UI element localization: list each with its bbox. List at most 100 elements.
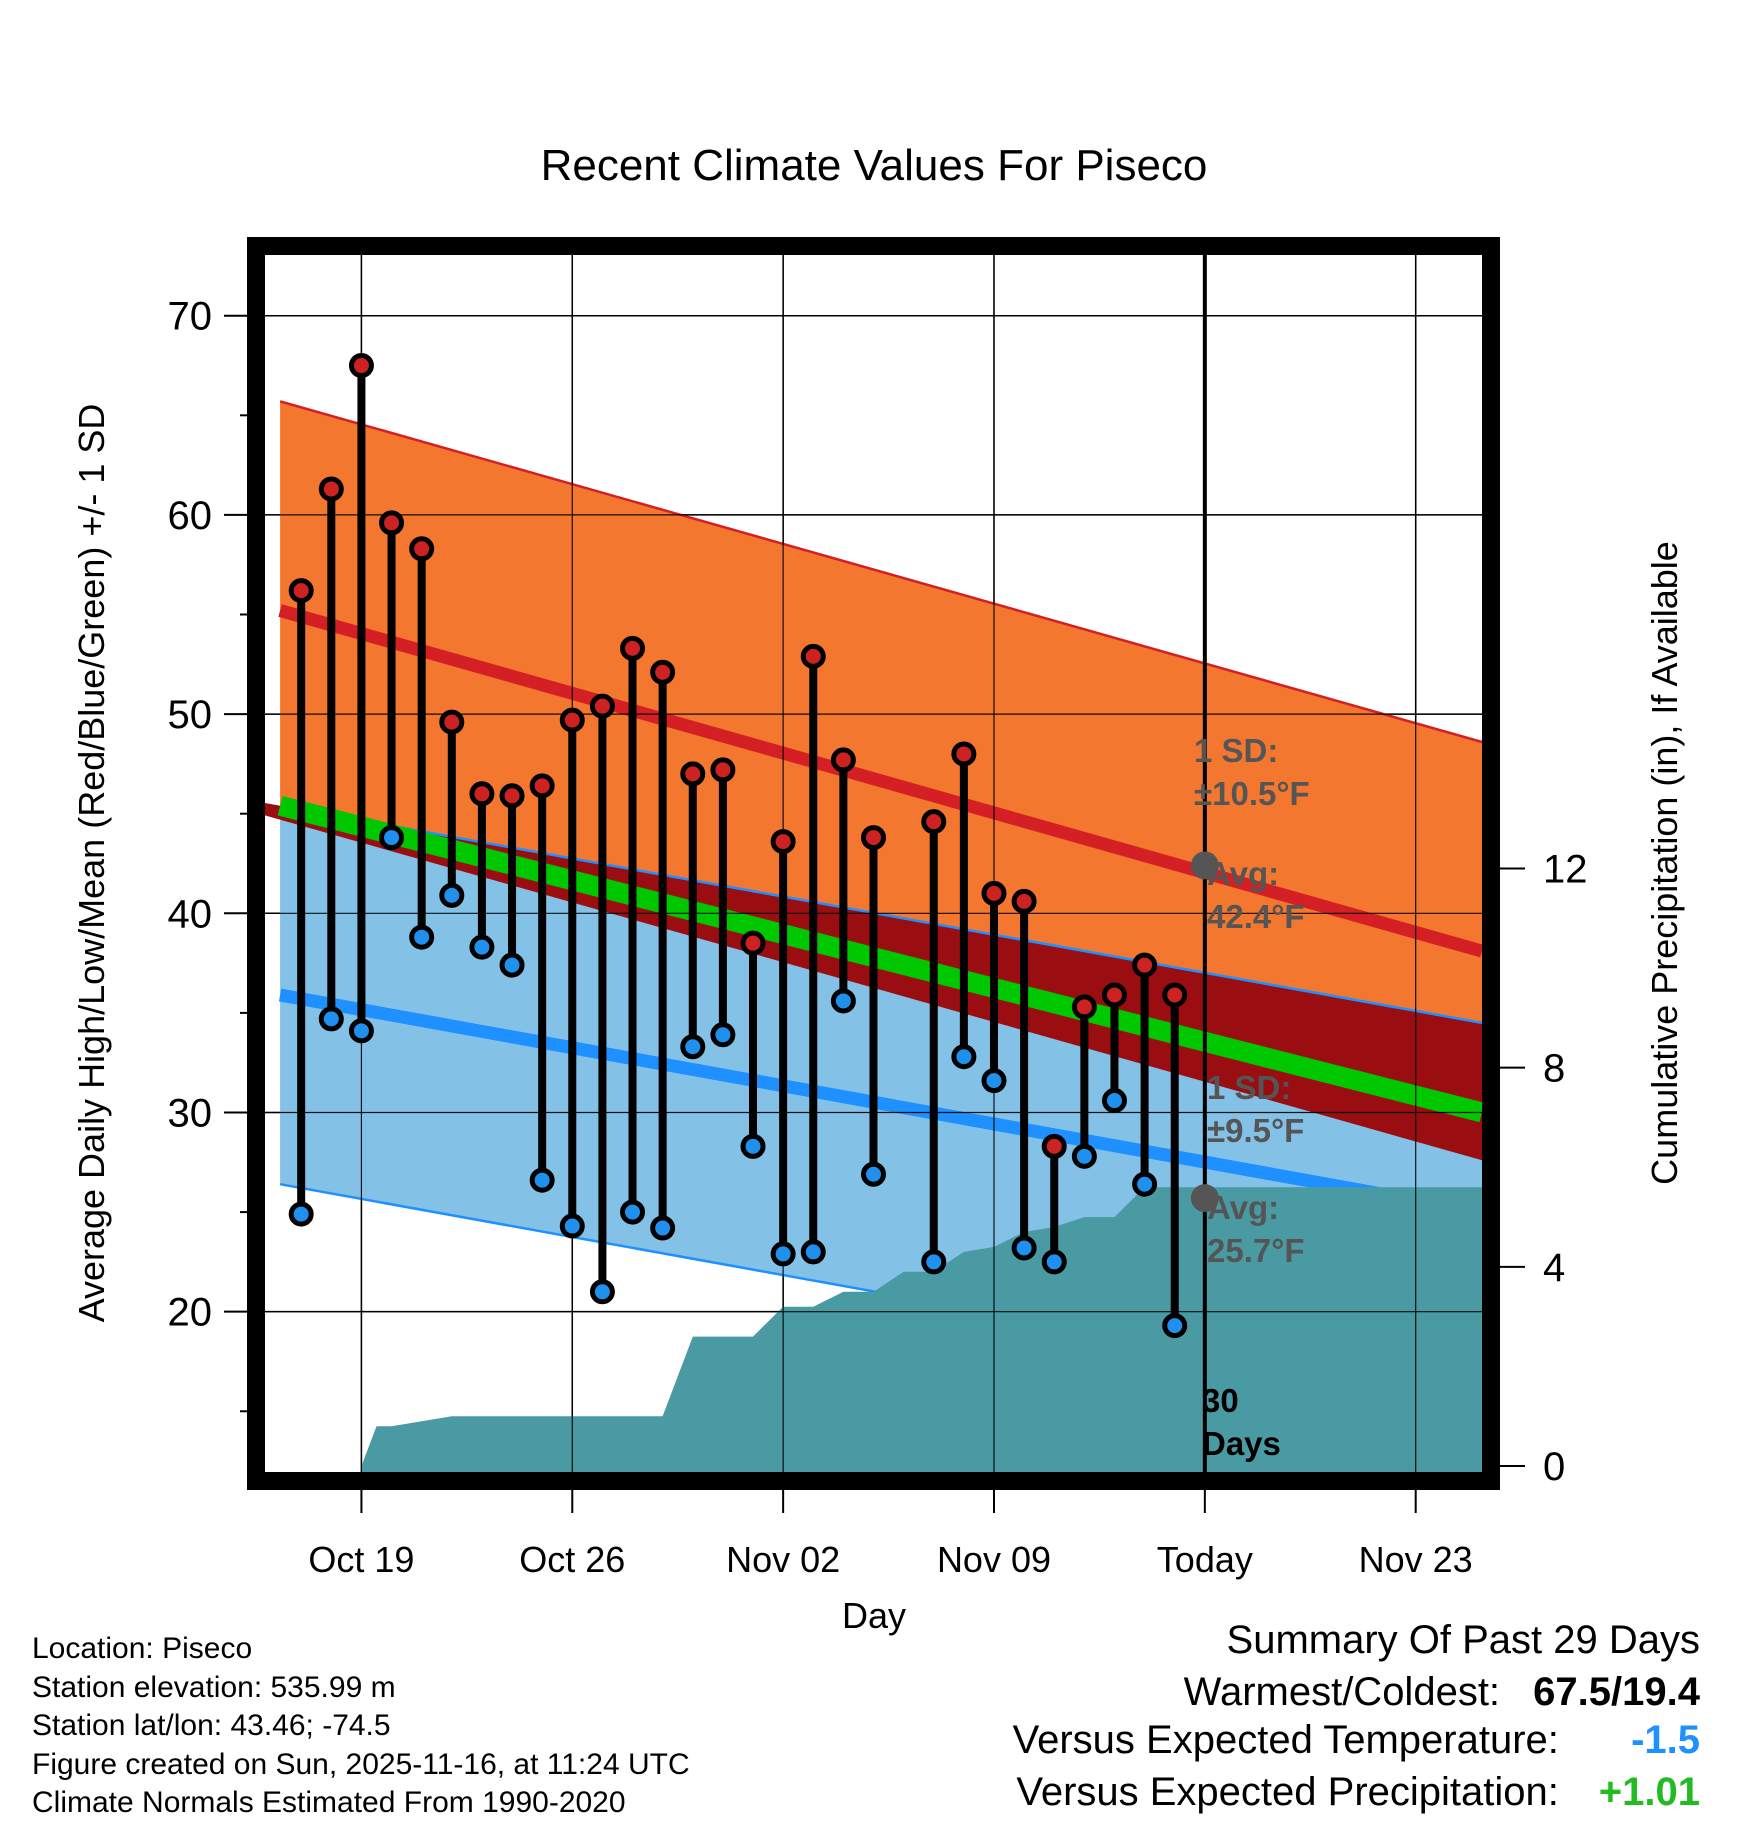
low-point [348, 1018, 374, 1044]
x-tick-label: Nov 09 [937, 1539, 1051, 1580]
low-avg-label: Avg: [1207, 1189, 1279, 1226]
high-point [921, 809, 947, 835]
y-tick-label: 20 [168, 1291, 213, 1335]
y-tick-label: 70 [168, 295, 213, 339]
high-point [318, 476, 344, 502]
summary-temp-row: Versus Expected Temperature: -1.5 [1013, 1718, 1700, 1763]
high-point [981, 880, 1007, 906]
summary-title: Summary Of Past 29 Days [1226, 1618, 1700, 1662]
high-point [1071, 994, 1097, 1020]
low-point [740, 1133, 766, 1159]
x-tick-label: Oct 19 [308, 1539, 414, 1580]
warmest-value: 67.5/19.4 [1533, 1670, 1700, 1714]
x-axis-label: Day [842, 1595, 906, 1636]
high-point [1101, 982, 1127, 1008]
low-point [1011, 1235, 1037, 1261]
high-point [830, 747, 856, 773]
high-point [559, 707, 585, 733]
high-point [740, 930, 766, 956]
low-point [318, 1006, 344, 1032]
high-point [439, 709, 465, 735]
low-point [830, 988, 856, 1014]
low-point [409, 924, 435, 950]
low-sd-value: ±9.5°F [1207, 1112, 1304, 1149]
y-tick-label: 50 [168, 693, 213, 737]
high-sd-value: ±10.5°F [1194, 775, 1310, 812]
x-tick-label: Today [1157, 1539, 1253, 1580]
high-sd-label: 1 SD: [1194, 732, 1278, 769]
chart-title: Recent Climate Values For Piseco [541, 141, 1208, 190]
plot-area [256, 246, 1491, 1481]
low-point [288, 1201, 314, 1227]
high-point [710, 757, 736, 783]
x-tick-label: Oct 26 [519, 1539, 625, 1580]
plot-frame [247, 237, 1500, 1490]
high-point [770, 829, 796, 855]
high-avg-label: Avg: [1207, 855, 1279, 892]
low-point [439, 882, 465, 908]
high-point [499, 783, 525, 809]
low-sd-label: 1 SD: [1207, 1069, 1291, 1106]
high-point [409, 536, 435, 562]
high-point [650, 659, 676, 685]
days-number: 30 [1202, 1382, 1239, 1419]
low-point [861, 1161, 886, 1187]
low-point [499, 952, 525, 978]
y2-tick-label: 8 [1543, 1047, 1565, 1091]
annotations: 1 SD: ±10.5°F Avg: 42.4°F 1 SD: ±9.5°F A… [1194, 732, 1310, 1462]
high-point [951, 741, 977, 767]
high-point [529, 773, 555, 799]
y-tick-label: 60 [168, 494, 213, 538]
low-point [981, 1068, 1007, 1094]
station-info: Location: Piseco Station elevation: 535.… [32, 1630, 690, 1823]
y2-tick-label: 0 [1543, 1445, 1565, 1489]
low-point [680, 1034, 706, 1060]
y-tick-label: 40 [168, 892, 213, 936]
warmest-label: Warmest/Coldest: [1183, 1670, 1501, 1714]
high-avg-value: 42.4°F [1207, 898, 1305, 935]
low-point [951, 1044, 977, 1070]
location-text: Location: Piseco [32, 1632, 253, 1665]
precip-label: Versus Expected Precipitation: [1016, 1770, 1559, 1814]
low-point [1071, 1143, 1097, 1169]
y2-axis-label: Cumulative Precipitation (in), If Availa… [1644, 541, 1685, 1185]
precip-area [361, 1187, 1482, 1481]
low-today-dot [1190, 1184, 1219, 1213]
high-point [348, 353, 374, 379]
low-point [559, 1213, 585, 1239]
low-normal-line [278, 988, 1484, 1219]
created-text: Figure created on Sun, 2025-11-16, at 11… [32, 1747, 690, 1781]
high-point [800, 643, 826, 669]
y2-tick-label: 12 [1543, 847, 1588, 891]
precip-value: +1.01 [1598, 1770, 1700, 1814]
high-point [1132, 952, 1158, 978]
high-normal-line [278, 604, 1484, 958]
low-point [800, 1239, 826, 1265]
y2-tick-label: 4 [1543, 1246, 1565, 1290]
low-point [1041, 1249, 1067, 1275]
high-point [589, 693, 615, 719]
low-point [921, 1249, 947, 1275]
normals-text: Climate Normals Estimated From 1990-2020 [32, 1786, 626, 1819]
x-tick-label: Nov 23 [1359, 1539, 1473, 1580]
x-tick-label: Nov 02 [726, 1539, 840, 1580]
daily-bars [288, 353, 1188, 1339]
latlon-text: Station lat/lon: 43.46; -74.5 [32, 1709, 391, 1742]
high-point [1041, 1133, 1067, 1159]
temp-value: -1.5 [1631, 1718, 1700, 1762]
high-point [680, 761, 706, 787]
high-today-dot [1190, 851, 1219, 880]
high-upper-edge [279, 400, 1483, 744]
low-point [1132, 1171, 1158, 1197]
high-point [469, 781, 495, 807]
low-point [379, 825, 405, 851]
y-tick-label: 30 [168, 1091, 213, 1135]
y-axis-label: Average Daily High/Low/Mean (Red/Blue/Gr… [71, 404, 112, 1323]
summary-warmest-row: Warmest/Coldest: 67.5/19.4 [1184, 1670, 1700, 1715]
low-point [650, 1215, 676, 1241]
low-point [620, 1199, 646, 1225]
days-word: Days [1202, 1425, 1281, 1462]
high-point [620, 635, 646, 661]
